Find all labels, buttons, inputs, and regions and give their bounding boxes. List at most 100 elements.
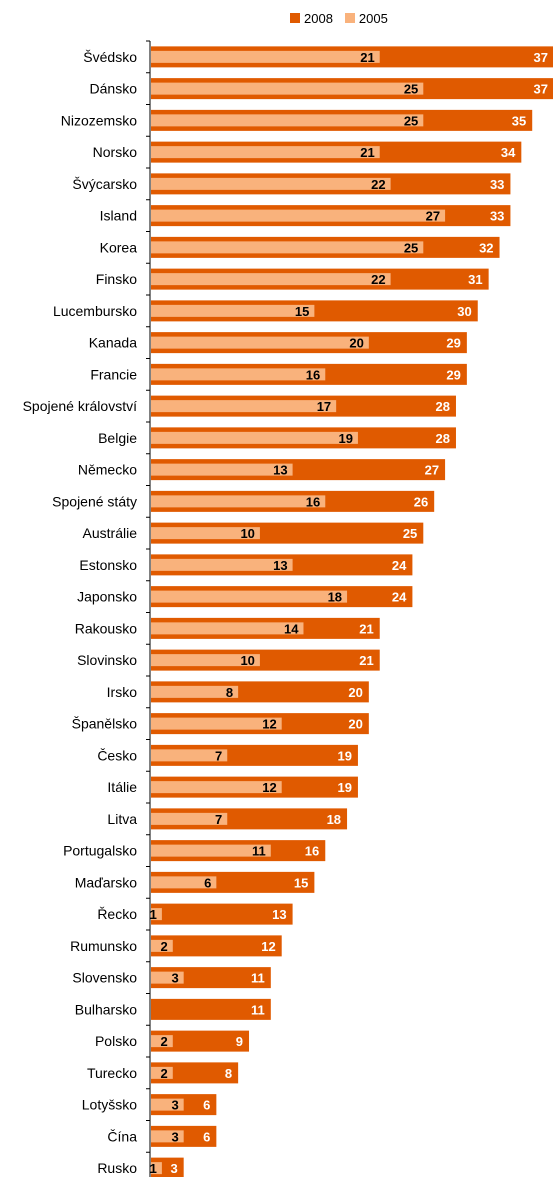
- bar-2008: [151, 903, 293, 925]
- bar-2005: [151, 1035, 173, 1048]
- data-label-2008: 29: [446, 336, 460, 351]
- data-label-2008: 11: [251, 1002, 265, 1017]
- bar-2008: [151, 935, 282, 957]
- data-label-2005: 19: [338, 431, 352, 446]
- bar-2005: [151, 558, 293, 571]
- category-label: Rakousko: [75, 620, 137, 636]
- bar-2005: [151, 209, 446, 222]
- bar-2005: [151, 844, 271, 857]
- bar-2005: [151, 82, 424, 95]
- category-label: Kanada: [89, 335, 137, 351]
- bar-2005: [151, 146, 380, 159]
- data-label-2005: 6: [204, 875, 211, 890]
- category-label: Čína: [107, 1128, 137, 1144]
- legend-label-2005: 2005: [358, 10, 388, 26]
- data-label-2008: 33: [490, 209, 504, 224]
- data-label-2008: 19: [337, 780, 351, 795]
- data-label-2005: 13: [273, 558, 287, 573]
- legend-label-2008: 2008: [304, 10, 333, 26]
- bar-2005: [151, 654, 260, 667]
- data-label-2005: 8: [226, 685, 233, 700]
- legend-swatch-2005: [344, 13, 355, 23]
- data-label-2008: 3: [170, 1161, 177, 1176]
- data-label-2005: 10: [240, 526, 254, 541]
- data-label-2005: 7: [215, 748, 222, 763]
- data-label-2005: 3: [171, 971, 178, 986]
- category-label: Maďarsko: [75, 874, 138, 890]
- data-label-2005: 16: [306, 494, 320, 509]
- category-label: Rumunsko: [70, 938, 137, 954]
- category-label: Estonsko: [79, 557, 137, 573]
- category-label: Norsko: [93, 144, 138, 160]
- data-label-2008: 9: [236, 1034, 243, 1049]
- data-label-2005: 25: [404, 82, 418, 97]
- data-label-2008: 29: [446, 367, 460, 382]
- data-label-2005: 25: [404, 113, 418, 128]
- bar-2005: [151, 50, 380, 63]
- data-label-2005: 14: [284, 621, 299, 636]
- bar-2005: [151, 463, 293, 476]
- data-label-2008: 18: [327, 812, 341, 827]
- data-label-2008: 8: [225, 1066, 232, 1081]
- data-label-2005: 22: [371, 177, 385, 192]
- data-label-2008: 20: [348, 685, 362, 700]
- category-label: Belgie: [98, 430, 137, 446]
- bar-2005: [151, 368, 326, 381]
- bar-2005: [151, 273, 391, 286]
- bar-2005: [151, 717, 282, 730]
- category-label: Finsko: [96, 271, 137, 287]
- data-label-2005: 17: [317, 399, 331, 414]
- data-label-2005: 11: [252, 844, 266, 859]
- data-label-2005: 3: [171, 1098, 178, 1113]
- bar-2005: [151, 304, 315, 317]
- category-label: Polsko: [95, 1033, 137, 1049]
- category-label: Lucembursko: [53, 303, 137, 319]
- data-label-2008: 20: [348, 717, 362, 732]
- category-label: Slovinsko: [77, 652, 137, 668]
- category-label: Česko: [97, 747, 137, 763]
- data-label-2005: 3: [171, 1129, 178, 1144]
- category-label: Portugalsko: [63, 843, 137, 859]
- category-label: Slovensko: [72, 970, 137, 986]
- category-label: Korea: [100, 239, 138, 255]
- bar-2005: [151, 908, 162, 921]
- data-label-2005: 10: [240, 653, 254, 668]
- data-label-2008: 12: [261, 939, 275, 954]
- bar-2005: [151, 622, 304, 635]
- data-label-2005: 1: [150, 907, 157, 922]
- category-label: Švýcarsko: [72, 176, 137, 192]
- data-label-2008: 32: [479, 240, 493, 255]
- bar-2005: [151, 527, 260, 540]
- bar-2005: [151, 1130, 184, 1143]
- data-label-2008: 30: [457, 304, 471, 319]
- data-label-2005: 27: [426, 209, 440, 224]
- bar-2005: [151, 749, 228, 762]
- data-label-2008: 11: [251, 971, 265, 986]
- category-label: Německo: [78, 462, 137, 478]
- category-label: Bulharsko: [75, 1001, 137, 1017]
- bar-2005: [151, 1162, 162, 1175]
- data-label-2005: 15: [295, 304, 309, 319]
- legend-item-2008: 2008: [290, 11, 333, 26]
- bar-2005: [151, 685, 239, 698]
- legend-item-2005: 2005: [344, 10, 388, 26]
- category-label: Austrálie: [83, 525, 138, 541]
- data-label-2008: 31: [468, 272, 482, 287]
- data-label-2005: 20: [349, 336, 363, 351]
- data-label-2008: 6: [203, 1098, 210, 1113]
- bar-2005: [151, 400, 337, 413]
- bar-2005: [151, 1066, 173, 1079]
- category-label: Dánsko: [90, 81, 138, 97]
- category-label: Francie: [90, 366, 137, 382]
- data-label-2008: 27: [425, 463, 439, 478]
- category-label: Turecko: [87, 1065, 137, 1081]
- category-label: Řecko: [97, 906, 137, 922]
- legend-swatch-2008: [290, 13, 300, 23]
- data-label-2008: 13: [272, 907, 286, 922]
- category-label: Itálie: [107, 779, 137, 795]
- category-label: Švédsko: [83, 49, 137, 65]
- data-label-2008: 28: [436, 431, 450, 446]
- data-label-2008: 33: [490, 177, 504, 192]
- category-label: Japonsko: [77, 589, 137, 605]
